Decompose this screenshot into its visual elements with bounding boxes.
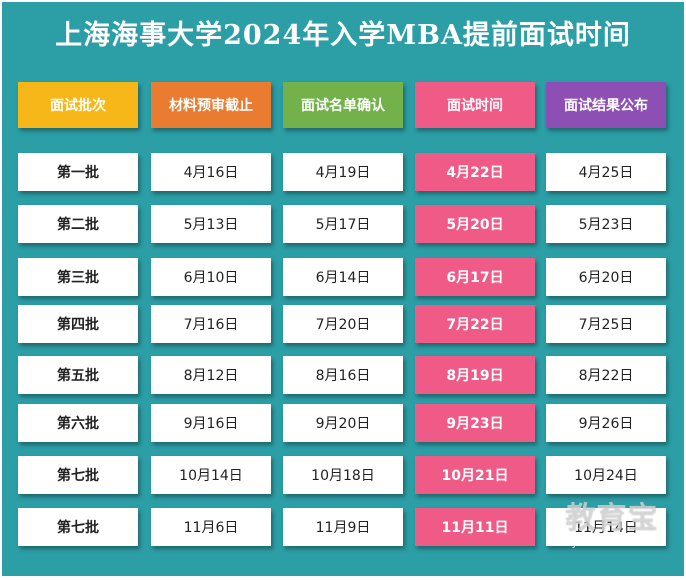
deadline-cell: 5月13日 [151, 205, 271, 243]
batch-cell: 第一批 [18, 153, 138, 191]
interview-cell: 9月23日 [415, 404, 535, 442]
confirm-cell: 7月20日 [283, 305, 403, 343]
result-cell: 6月20日 [546, 258, 666, 296]
header-material-deadline: 材料预审截止 [151, 82, 271, 128]
interview-cell: 11月11日 [415, 508, 535, 546]
result-cell: 5月23日 [546, 205, 666, 243]
interview-cell: 5月20日 [415, 205, 535, 243]
interview-cell: 10月21日 [415, 456, 535, 494]
deadline-cell: 6月10日 [151, 258, 271, 296]
page-title: 上海海事大学2024年入学MBA提前面试时间 [55, 20, 631, 51]
batch-cell: 第三批 [18, 258, 138, 296]
confirm-cell: 4月19日 [283, 153, 403, 191]
confirm-cell: 10月18日 [283, 456, 403, 494]
result-cell: 9月26日 [546, 404, 666, 442]
batch-cell: 第七批 [18, 456, 138, 494]
confirm-cell: 8月16日 [283, 356, 403, 394]
result-cell: 11月14日 [546, 508, 666, 546]
interview-cell: 6月17日 [415, 258, 535, 296]
result-cell: 8月22日 [546, 356, 666, 394]
confirm-cell: 11月9日 [283, 508, 403, 546]
interview-cell: 8月19日 [415, 356, 535, 394]
header-batch: 面试批次 [18, 82, 138, 128]
interview-cell: 4月22日 [415, 153, 535, 191]
deadline-cell: 7月16日 [151, 305, 271, 343]
batch-cell: 第七批 [18, 508, 138, 546]
confirm-cell: 9月20日 [283, 404, 403, 442]
batch-cell: 第六批 [18, 404, 138, 442]
header-result-publish: 面试结果公布 [546, 82, 666, 128]
result-cell: 10月24日 [546, 456, 666, 494]
deadline-cell: 8月12日 [151, 356, 271, 394]
batch-cell: 第二批 [18, 205, 138, 243]
batch-cell: 第五批 [18, 356, 138, 394]
result-cell: 7月25日 [546, 305, 666, 343]
header-list-confirm: 面试名单确认 [283, 82, 403, 128]
result-cell: 4月25日 [546, 153, 666, 191]
interview-cell: 7月22日 [415, 305, 535, 343]
deadline-cell: 4月16日 [151, 153, 271, 191]
batch-cell: 第四批 [18, 305, 138, 343]
deadline-cell: 11月6日 [151, 508, 271, 546]
confirm-cell: 6月14日 [283, 258, 403, 296]
deadline-cell: 9月16日 [151, 404, 271, 442]
header-interview-time: 面试时间 [415, 82, 535, 128]
confirm-cell: 5月17日 [283, 205, 403, 243]
deadline-cell: 10月14日 [151, 456, 271, 494]
